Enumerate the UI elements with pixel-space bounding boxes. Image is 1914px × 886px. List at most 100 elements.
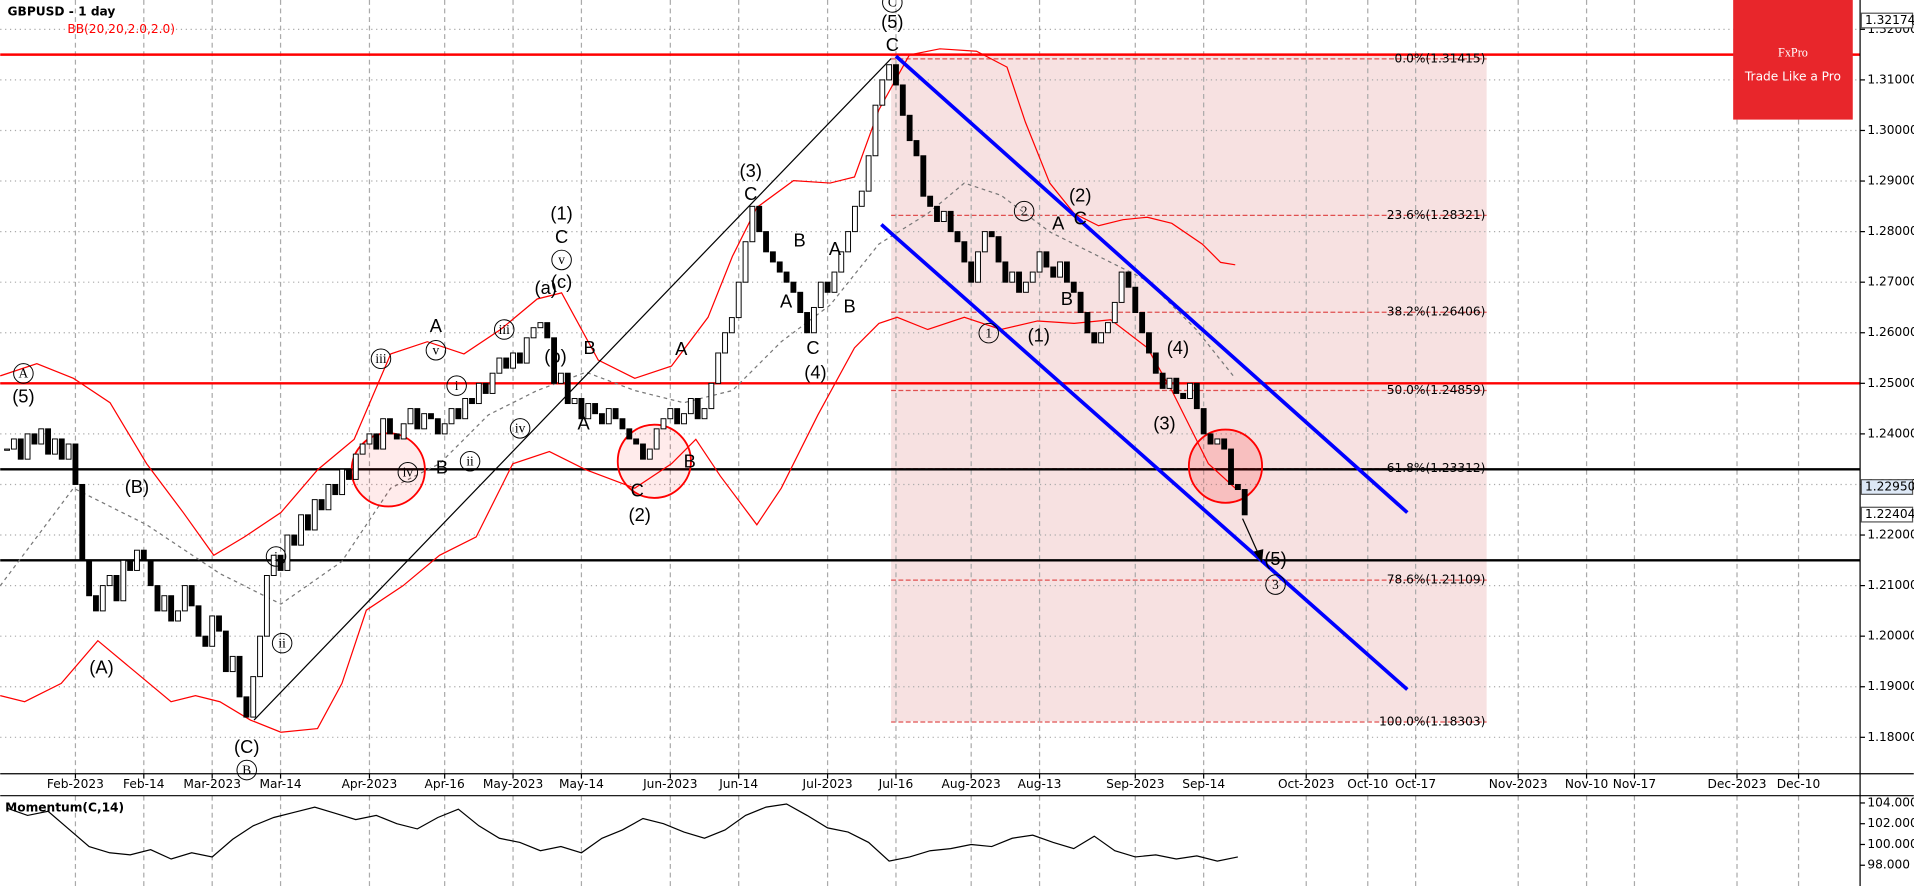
x-tick-label: Nov-2023 — [1489, 777, 1548, 791]
price-label: 1.32174 — [1865, 13, 1914, 27]
wave-circle — [1265, 574, 1286, 595]
y-tick-label: 102.000 — [1867, 816, 1914, 830]
wave-label: A — [577, 413, 590, 434]
candle — [209, 615, 216, 647]
x-tick-label: Apr-16 — [425, 777, 465, 791]
wave-circle — [1013, 200, 1035, 222]
overlay-layer — [0, 48, 1409, 733]
y-tick-label: 1.28000 — [1867, 224, 1914, 238]
channel-upper — [894, 54, 1409, 514]
candle — [1234, 483, 1241, 491]
candle — [701, 408, 708, 420]
wave-label: B — [1061, 288, 1073, 309]
wave-label: C — [555, 226, 568, 247]
candle — [571, 398, 578, 405]
candle — [277, 554, 284, 571]
candle — [229, 655, 236, 673]
momentum-title: Momentum(C,14) — [5, 800, 124, 814]
candle — [222, 630, 229, 673]
candle — [407, 408, 414, 425]
candle — [530, 327, 537, 339]
candle — [58, 438, 65, 460]
candle — [462, 398, 469, 420]
trendline — [253, 58, 892, 721]
candle — [1241, 489, 1248, 516]
candle — [120, 559, 127, 602]
candle — [1228, 448, 1234, 485]
candle — [1098, 332, 1105, 344]
candle — [879, 79, 886, 106]
fibonacci-label: 38.2%(1.26406) — [1387, 305, 1486, 319]
candle — [1152, 352, 1159, 374]
grid-layer — [0, 0, 1861, 886]
y-tick-label: 1.24000 — [1867, 426, 1914, 440]
wave-label: (1) — [1028, 325, 1050, 346]
candle — [619, 418, 626, 430]
candle — [400, 423, 407, 440]
wave-label: (B) — [125, 476, 149, 497]
wave-label: (5) — [881, 11, 903, 32]
wave-circle — [459, 451, 481, 472]
x-tick-label: Feb-2023 — [47, 777, 104, 791]
candle — [106, 575, 113, 587]
candle — [1091, 332, 1098, 344]
axis-background — [1860, 0, 1914, 886]
candle — [838, 251, 845, 273]
candle — [810, 306, 817, 334]
y-tick-label: 1.18000 — [1867, 730, 1914, 744]
candle — [1057, 261, 1063, 278]
candle — [113, 575, 120, 602]
candle — [421, 413, 428, 430]
candle — [660, 418, 667, 430]
wave-circle — [978, 322, 999, 344]
candle — [735, 281, 742, 319]
candle — [1207, 433, 1214, 445]
candle — [544, 322, 551, 339]
wave-label: 1 — [985, 325, 992, 340]
candle — [469, 398, 475, 405]
bollinger-middle — [0, 182, 1236, 605]
candle — [1173, 377, 1180, 394]
wave-circle — [370, 348, 392, 370]
x-tick-label: Jun-2023 — [642, 777, 697, 791]
x-tick-label: Sep-14 — [1182, 777, 1225, 791]
y-tick-label: 1.31000 — [1867, 72, 1914, 86]
candle — [804, 312, 811, 334]
candle — [756, 205, 763, 233]
arrow-line — [1242, 518, 1259, 555]
candle — [852, 205, 858, 233]
candle — [564, 372, 571, 405]
y-tick-label: 1.25000 — [1867, 376, 1914, 390]
candle — [325, 483, 332, 511]
candle — [557, 372, 564, 384]
candle — [886, 64, 893, 81]
candle — [366, 433, 373, 445]
candle — [797, 291, 804, 314]
candle — [263, 575, 270, 637]
arrow-head — [1253, 549, 1264, 563]
candle — [134, 549, 140, 571]
candle — [352, 453, 359, 480]
candle — [1029, 271, 1036, 283]
y-tick-label: 1.27000 — [1867, 275, 1914, 289]
wave-label: v — [558, 252, 565, 267]
fibonacci-label: 50.0%(1.24859) — [1387, 383, 1486, 397]
wave-label: B — [584, 337, 596, 358]
candle — [51, 438, 58, 455]
x-tick-label: Apr-2023 — [342, 777, 398, 791]
candle — [455, 408, 462, 420]
candle — [1180, 392, 1187, 399]
candle — [592, 403, 599, 415]
candle — [99, 585, 106, 612]
candle — [38, 428, 45, 445]
price-label-box — [1860, 506, 1914, 523]
candle — [1022, 281, 1029, 293]
candle — [1159, 372, 1166, 389]
candle — [1139, 312, 1146, 334]
wave-circle — [493, 319, 515, 340]
candle — [681, 413, 687, 425]
highlight-circle — [1187, 428, 1264, 504]
candle — [346, 468, 352, 480]
wave-label: (a) — [535, 277, 557, 298]
